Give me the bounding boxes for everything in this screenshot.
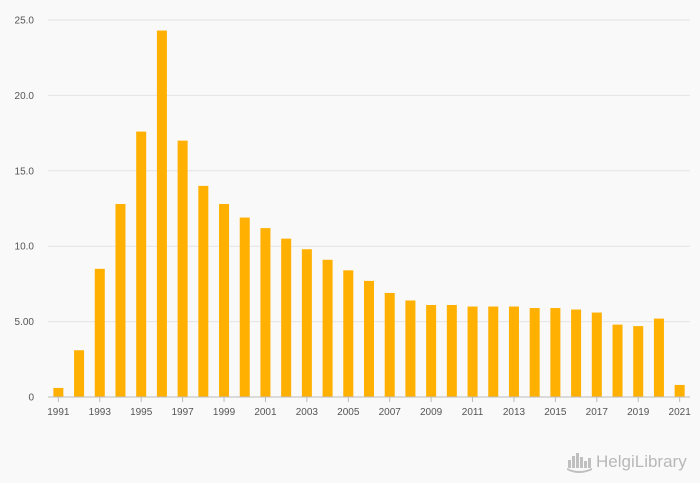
bar-2003[interactable] xyxy=(301,249,312,397)
bar-1999[interactable] xyxy=(219,203,230,397)
bar-2005[interactable] xyxy=(343,270,354,397)
bar-2018[interactable] xyxy=(612,324,623,397)
y-tick-label: 25.0 xyxy=(15,16,35,27)
bar-1994[interactable] xyxy=(115,203,126,397)
bar-1992[interactable] xyxy=(74,350,85,397)
x-tick-label: 1997 xyxy=(171,407,194,418)
y-tick-label: 20.0 xyxy=(15,91,35,102)
bar-2004[interactable] xyxy=(322,259,333,397)
bar-2008[interactable] xyxy=(405,300,416,397)
bar-2006[interactable] xyxy=(364,280,374,397)
x-tick-label: 2003 xyxy=(296,407,319,418)
bar-2011[interactable] xyxy=(467,306,478,397)
bar-1995[interactable] xyxy=(136,131,147,398)
bar-2007[interactable] xyxy=(384,292,395,397)
bar-2009[interactable] xyxy=(426,305,437,397)
y-tick-label: 5.00 xyxy=(15,317,35,328)
y-axis: 0 5.00 10.0 15.0 20.0 25.0 xyxy=(15,16,35,404)
bar-2012[interactable] xyxy=(488,306,499,397)
x-tick-label: 2007 xyxy=(379,407,402,418)
y-tick-label: 0 xyxy=(28,393,34,404)
bar-2001[interactable] xyxy=(260,228,271,397)
bar-2010[interactable] xyxy=(446,305,457,397)
bar-2016[interactable] xyxy=(571,309,582,397)
bar-2019[interactable] xyxy=(633,326,644,397)
y-tick-label: 15.0 xyxy=(15,166,35,177)
x-tick-label: 1995 xyxy=(130,407,153,418)
x-tick-label: 2021 xyxy=(669,407,692,418)
x-tick-label: 2017 xyxy=(586,407,609,418)
x-tick-label: 2013 xyxy=(503,407,526,418)
x-tick-label: 1991 xyxy=(47,407,70,418)
y-tick-label: 10.0 xyxy=(15,242,35,253)
helgi-library-logo: HelgiLibrary xyxy=(567,452,687,473)
skyline-icon xyxy=(567,453,592,473)
bar-2000[interactable] xyxy=(239,217,250,397)
x-tick-label: 2009 xyxy=(420,407,443,418)
x-tick-label: 1993 xyxy=(89,407,112,418)
bar-1991[interactable] xyxy=(53,387,64,397)
x-tick-label: 2019 xyxy=(627,407,650,418)
x-tick-label: 1999 xyxy=(213,407,236,418)
x-tick-label: 2011 xyxy=(462,407,484,418)
bar-2014[interactable] xyxy=(529,308,540,397)
x-axis: 1991 1993 1995 1997 1999 2001 2003 2005 2007 2009… xyxy=(47,397,691,418)
x-tick-label: 2001 xyxy=(254,407,277,418)
bar-2013[interactable] xyxy=(508,306,519,397)
bar-1997[interactable] xyxy=(177,140,188,397)
bar-1998[interactable] xyxy=(198,185,209,397)
bar-2020[interactable] xyxy=(653,318,664,397)
bar-2021[interactable] xyxy=(674,384,685,397)
bar-2017[interactable] xyxy=(591,312,602,397)
grid-layer xyxy=(48,19,690,323)
bars xyxy=(53,30,685,398)
logo-text: HelgiLibrary xyxy=(596,452,687,471)
bar-2015[interactable] xyxy=(550,308,561,397)
x-tick-label: 2005 xyxy=(337,407,360,418)
bar-1996[interactable] xyxy=(156,30,167,397)
x-tick-label: 2015 xyxy=(544,407,567,418)
bar-2002[interactable] xyxy=(281,238,292,397)
bar-1993[interactable] xyxy=(94,268,105,397)
